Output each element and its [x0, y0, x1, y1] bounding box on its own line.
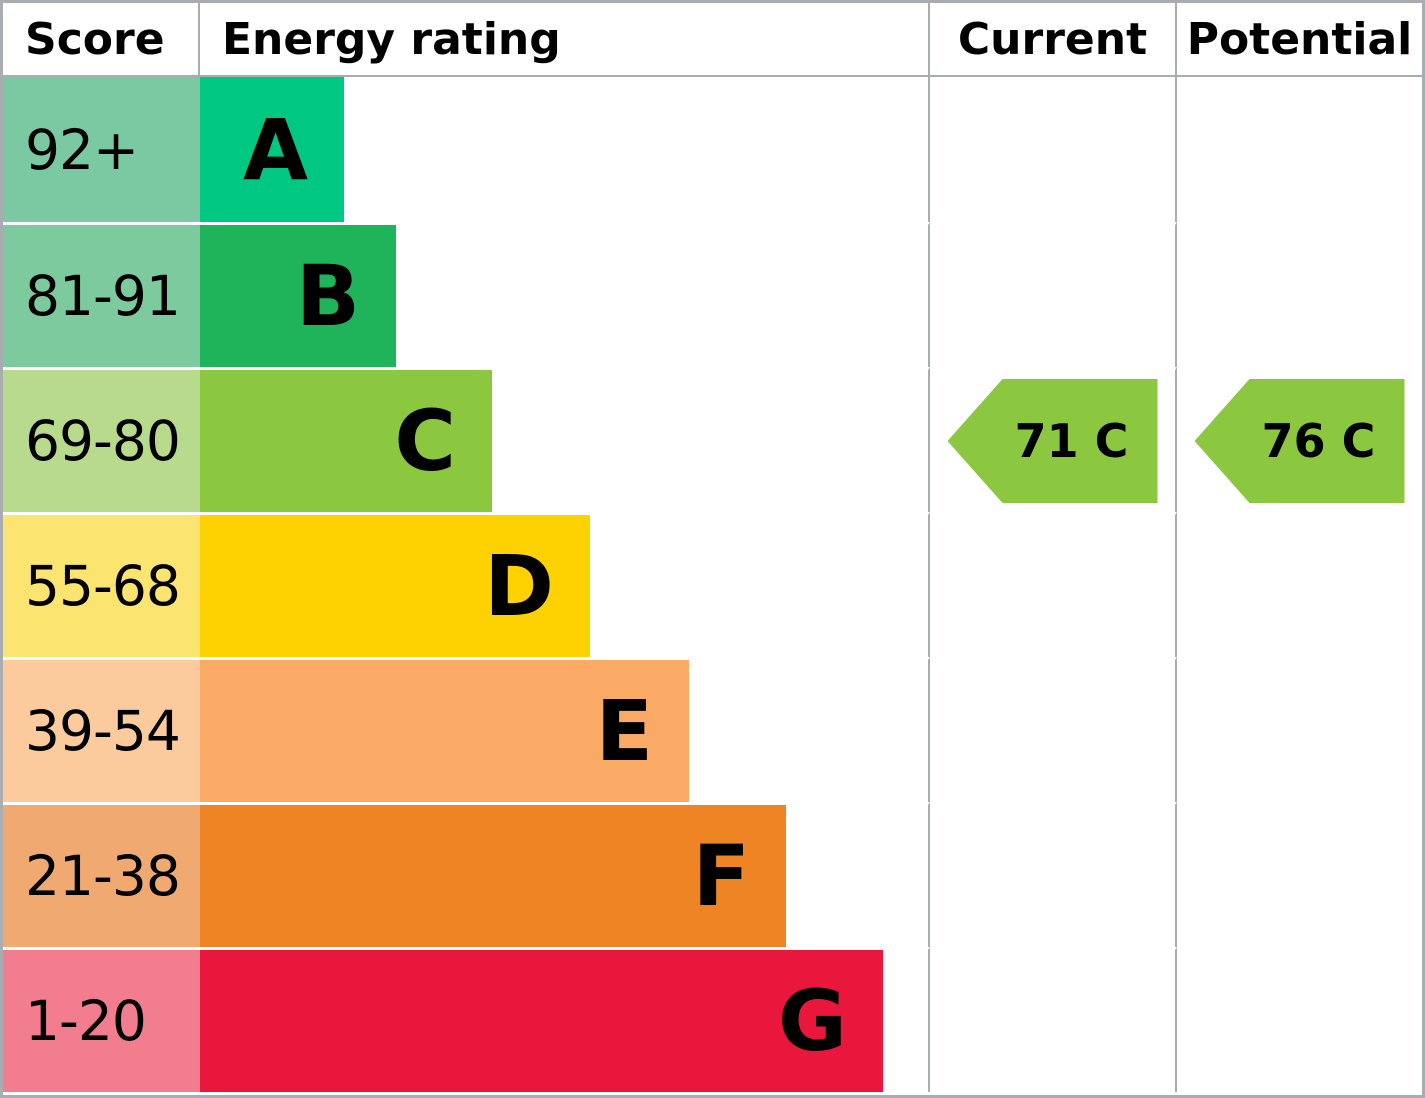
band-g-score-range: 1-20: [3, 947, 200, 1092]
band-row: 92+ A: [3, 77, 1422, 222]
band-b-letter: B: [295, 247, 360, 345]
band-d-score-range: 55-68: [3, 512, 200, 657]
score-column-header: Score: [3, 3, 200, 77]
band-d-letter: D: [484, 537, 554, 635]
band-g-bar: G: [200, 950, 883, 1092]
band-c-score-range: 69-80: [3, 367, 200, 512]
band-b-score-range: 81-91: [3, 222, 200, 367]
band-f-bar: F: [200, 805, 786, 947]
header-row: Score Energy rating Current Potential: [3, 3, 1422, 77]
current-rating-arrow: 71 C: [947, 379, 1158, 503]
band-g-letter: G: [778, 972, 847, 1070]
energy-rating-column-header: Energy rating: [200, 3, 930, 77]
band-row: 55-68 D: [3, 512, 1422, 657]
band-e-score-range: 39-54: [3, 657, 200, 802]
band-row: 21-38 F: [3, 802, 1422, 947]
band-a-bar: A: [200, 77, 344, 222]
band-b-bar: B: [200, 225, 396, 367]
band-a-score-range: 92+: [3, 77, 200, 222]
current-rating-label: 71 C: [1014, 414, 1129, 468]
band-e-letter: E: [595, 682, 653, 780]
potential-column-header: Potential: [1177, 3, 1422, 77]
band-f-letter: F: [692, 827, 750, 925]
band-e-bar: E: [200, 660, 689, 802]
current-column-header: Current: [930, 3, 1177, 77]
band-row: 39-54 E: [3, 657, 1422, 802]
band-c-bar: C: [200, 370, 492, 512]
band-row: 1-20 G: [3, 947, 1422, 1092]
band-c-letter: C: [394, 392, 456, 490]
band-d-bar: D: [200, 515, 590, 657]
band-f-score-range: 21-38: [3, 802, 200, 947]
band-row: 81-91 B: [3, 222, 1422, 367]
potential-rating-arrow: 76 C: [1194, 379, 1405, 503]
band-a-letter: A: [242, 100, 308, 199]
potential-rating-label: 76 C: [1261, 414, 1376, 468]
band-row: 69-80 C 71 C 76 C: [3, 367, 1422, 512]
